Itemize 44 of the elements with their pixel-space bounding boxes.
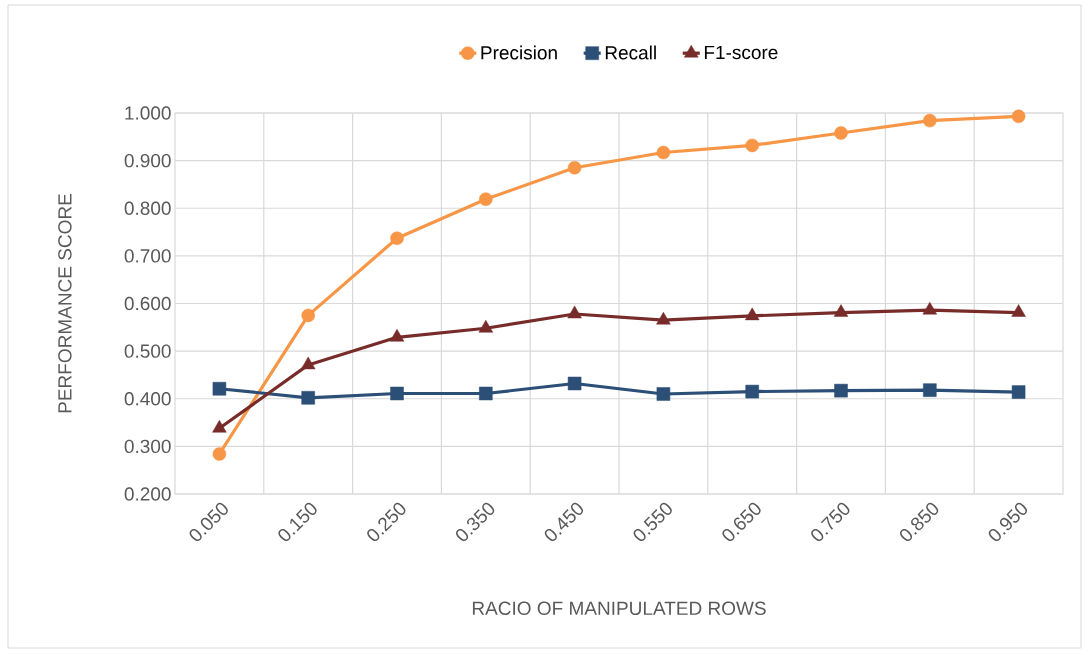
point (212, 447, 227, 461)
y-tick-label: 0.700 (124, 249, 171, 263)
point (1011, 385, 1026, 399)
point (1011, 304, 1026, 317)
point (834, 383, 848, 398)
legend-label: Precision (481, 45, 557, 60)
point (1011, 109, 1026, 124)
point (390, 231, 404, 245)
point (656, 145, 671, 160)
y-tick-label: 0.300 (124, 439, 171, 454)
point (301, 391, 315, 405)
legend-label: Recall (605, 45, 656, 60)
y-tick-label: 0.600 (124, 296, 171, 311)
y-axis-title: PERFORMANCE SCORE (58, 194, 72, 413)
point (833, 304, 849, 317)
y-tick-label: 0.400 (124, 392, 171, 406)
point (567, 161, 582, 175)
point (479, 386, 493, 401)
y-tick-label: 0.500 (124, 344, 171, 358)
point (745, 138, 759, 153)
legend-label: F1-score (704, 45, 778, 60)
point (745, 307, 760, 321)
point (922, 301, 937, 315)
point (923, 383, 937, 397)
point (389, 329, 405, 342)
point (656, 387, 671, 401)
point (656, 311, 671, 325)
point (479, 192, 493, 206)
point (301, 308, 315, 323)
y-tick-label: 0.800 (124, 201, 171, 215)
x-axis-title: RACIO OF MANIPULATED ROWS (472, 601, 766, 616)
point (567, 305, 582, 319)
point (478, 320, 493, 333)
point (923, 113, 937, 128)
y-tick-label: 0.200 (124, 487, 171, 501)
point (745, 384, 759, 399)
point (212, 420, 227, 433)
y-tick-label: 1.000 (125, 106, 171, 120)
point (390, 386, 404, 401)
point (301, 356, 316, 370)
point (834, 126, 848, 140)
point (567, 376, 582, 391)
y-tick-label: 0.900 (124, 153, 171, 168)
point (212, 381, 227, 396)
